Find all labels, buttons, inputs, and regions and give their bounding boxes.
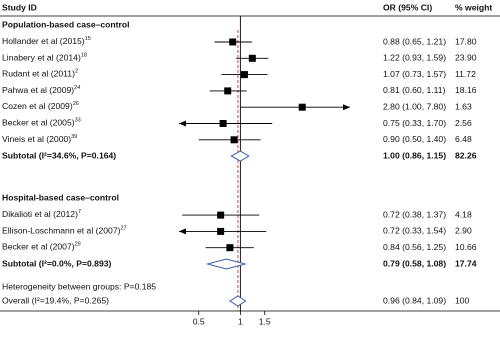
study-name: Dikalioti et al (2012)7 xyxy=(2,209,81,219)
subtotal-label: Subtotal (I²=0.0%, P=0.893) xyxy=(2,258,112,268)
weight: 2.56 xyxy=(455,118,472,128)
or-ci: 1.22 (0.93, 1.59) xyxy=(383,53,446,63)
study-ref: 24 xyxy=(74,85,80,91)
x-tick-label: 0.5 xyxy=(193,316,205,326)
study-ref: 39 xyxy=(71,134,77,140)
weight: 10.66 xyxy=(455,242,477,252)
header-study: Study ID xyxy=(2,2,37,12)
x-tick-label: 1.5 xyxy=(259,316,271,326)
heterogeneity: Heterogeneity between groups: P=0.185 xyxy=(2,281,156,291)
or-ci: 2.80 (1.00, 7.80) xyxy=(383,101,446,111)
study-name: Ellison-Loschmann et al (2007)27 xyxy=(2,226,127,236)
overall-weight: 100 xyxy=(455,295,470,305)
ci-arrow xyxy=(179,120,186,127)
or-ci: 0.90 (0.50, 1.40) xyxy=(383,134,446,144)
point-estimate xyxy=(248,54,256,62)
study-name: Becker et al (2005)33 xyxy=(2,118,81,128)
header-weight: % weight xyxy=(455,2,492,12)
point-estimate xyxy=(219,120,227,127)
group-title: Population-based case–control xyxy=(2,19,130,29)
ci-arrow xyxy=(343,104,350,111)
study-label: Ellison-Loschmann et al (2007) xyxy=(2,226,121,236)
point-estimate xyxy=(224,87,232,95)
study-name: Vineis et al (2000)39 xyxy=(2,134,77,144)
study-name: Pahwa et al (2009)24 xyxy=(2,85,80,95)
study-ref: 7 xyxy=(78,210,81,216)
point-estimate xyxy=(217,227,225,235)
or-ci: 0.72 (0.38, 1.37) xyxy=(383,209,446,219)
subtotal-weight: 17.74 xyxy=(455,258,477,268)
study-label: Linabery et al (2014) xyxy=(2,53,81,63)
diamond xyxy=(230,150,250,162)
study-ref: 2 xyxy=(75,69,78,75)
x-tick-label: 1 xyxy=(238,316,243,326)
weight: 6.48 xyxy=(455,134,472,144)
study-ref: 26 xyxy=(73,102,79,108)
subtotal-or-ci: 1.00 (0.86, 1.15) xyxy=(383,150,446,160)
point-estimate xyxy=(230,136,238,144)
study-name: Linabery et al (2014)18 xyxy=(2,53,87,63)
study-ref: 27 xyxy=(120,226,126,232)
or-ci: 1.07 (0.73, 1.57) xyxy=(383,69,446,79)
subtotal-or-ci: 0.79 (0.58, 1.08) xyxy=(383,258,446,268)
study-name: Cozen et al (2009)26 xyxy=(2,101,79,111)
point-estimate xyxy=(217,211,225,219)
study-label: Becker et al (2005) xyxy=(2,118,75,128)
study-label: Rudant et al (2011) xyxy=(2,69,75,79)
header-or: OR (95% CI) xyxy=(383,2,432,12)
or-ci: 0.84 (0.56, 1.25) xyxy=(383,242,446,252)
overall-label: Overall (I²=19.4%, P=0.265) xyxy=(2,295,109,305)
study-ref: 29 xyxy=(75,242,81,248)
point-estimate xyxy=(240,71,248,79)
study-label: Dikalioti et al (2012) xyxy=(2,209,78,219)
point-estimate xyxy=(226,244,234,252)
weight: 4.18 xyxy=(455,209,472,219)
study-name: Hollander et al (2015)15 xyxy=(2,36,91,46)
or-ci: 0.75 (0.33, 1.70) xyxy=(383,118,446,128)
ci-arrow xyxy=(179,228,186,235)
study-label: Hollander et al (2015) xyxy=(2,36,85,46)
study-name: Rudant et al (2011)2 xyxy=(2,69,78,79)
study-label: Becker et al (2007) xyxy=(2,242,75,252)
point-estimate xyxy=(298,103,306,111)
or-ci: 0.81 (0.60, 1.11) xyxy=(383,85,446,95)
subtotal-weight: 82.26 xyxy=(455,150,477,160)
weight: 11.72 xyxy=(455,69,476,79)
study-label: Cozen et al (2009) xyxy=(2,101,73,111)
study-ref: 15 xyxy=(85,36,91,42)
point-estimate xyxy=(229,38,237,46)
study-label: Pahwa et al (2009) xyxy=(2,85,74,95)
weight: 2.90 xyxy=(455,226,472,236)
diamond xyxy=(228,295,247,307)
study-ref: 18 xyxy=(81,53,87,59)
overall-or-ci: 0.96 (0.84, 1.09) xyxy=(383,295,446,305)
weight: 23.90 xyxy=(455,53,477,63)
weight: 17.80 xyxy=(455,36,477,46)
or-ci: 0.88 (0.65, 1.21) xyxy=(383,36,446,46)
diamond xyxy=(205,258,247,270)
study-label: Vineis et al (2000) xyxy=(2,134,71,144)
group-title: Hospital-based case–control xyxy=(2,192,119,202)
or-ci: 0.72 (0.33, 1.54) xyxy=(383,226,446,236)
subtotal-label: Subtotal (I²=34.6%, P=0.164) xyxy=(2,150,116,160)
study-name: Becker et al (2007)29 xyxy=(2,242,81,252)
weight: 18.16 xyxy=(455,85,477,95)
study-ref: 33 xyxy=(75,118,81,124)
weight: 1.63 xyxy=(455,101,472,111)
